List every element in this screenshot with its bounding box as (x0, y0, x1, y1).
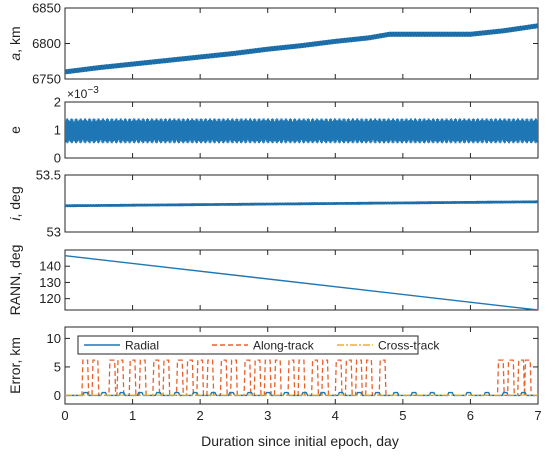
axes-box (64, 249, 539, 311)
x-tick-label: 3 (264, 408, 271, 423)
y-tick-label: 53 (47, 225, 61, 240)
x-tick-label: 2 (197, 408, 204, 423)
y-tick-label: 140 (39, 259, 61, 274)
x-tick-label: 0 (61, 408, 68, 423)
y-axis-label: RANN, deg (7, 245, 23, 316)
panel-semi-major-axis: 6750 6800 6850 a, km (7, 1, 539, 87)
series-along-track (65, 359, 538, 397)
y-tick-label: 0 (54, 151, 61, 166)
legend: Radial Along-track Cross-track (77, 335, 440, 355)
panel-eccentricity: 0 1 2 e ×10−3 (7, 85, 539, 166)
y-tick-label: 130 (39, 275, 61, 290)
y-axis-label: Error, km (7, 337, 23, 394)
exponent-label: ×10−3 (67, 85, 99, 101)
series-line (65, 199, 538, 208)
y-axis-label: i, deg (7, 186, 23, 220)
y-tick-label: 5 (54, 359, 61, 374)
legend-label: Cross-track (378, 339, 440, 353)
panel-error: 0 5 10 0 1 2 3 4 5 6 7 Error, km Radial Along-track Cr… (7, 326, 542, 423)
y-tick-label: 53.5 (36, 168, 61, 183)
y-tick-label: 6800 (32, 36, 61, 51)
legend-label: Radial (125, 339, 159, 353)
y-tick-label: 120 (39, 291, 61, 306)
x-tick-label: 4 (332, 408, 339, 423)
x-tick-label: 7 (534, 408, 541, 423)
y-tick-label: 0 (54, 388, 61, 403)
series-band (65, 200, 538, 208)
y-tick-label: 6850 (32, 1, 61, 16)
x-tick-label: 6 (467, 408, 474, 423)
x-axis-label: Duration since initial epoch, day (201, 433, 399, 449)
x-tick-label: 1 (129, 408, 136, 423)
series-band (65, 23, 538, 75)
y-axis-label: a, km (7, 26, 23, 60)
y-tick-label: 1 (54, 123, 61, 138)
series-line (65, 118, 538, 144)
series-line (65, 254, 538, 310)
legend-label: Along-track (253, 339, 315, 353)
series-band (65, 123, 538, 138)
series-line (65, 22, 538, 75)
panel-inclination: 53 53.5 i, deg (7, 168, 539, 240)
y-axis-label: e (7, 126, 23, 134)
y-tick-label: 6750 (32, 72, 61, 87)
y-tick-label: 10 (47, 331, 61, 346)
x-tick-label: 5 (399, 408, 406, 423)
y-tick-label: 2 (54, 95, 61, 110)
